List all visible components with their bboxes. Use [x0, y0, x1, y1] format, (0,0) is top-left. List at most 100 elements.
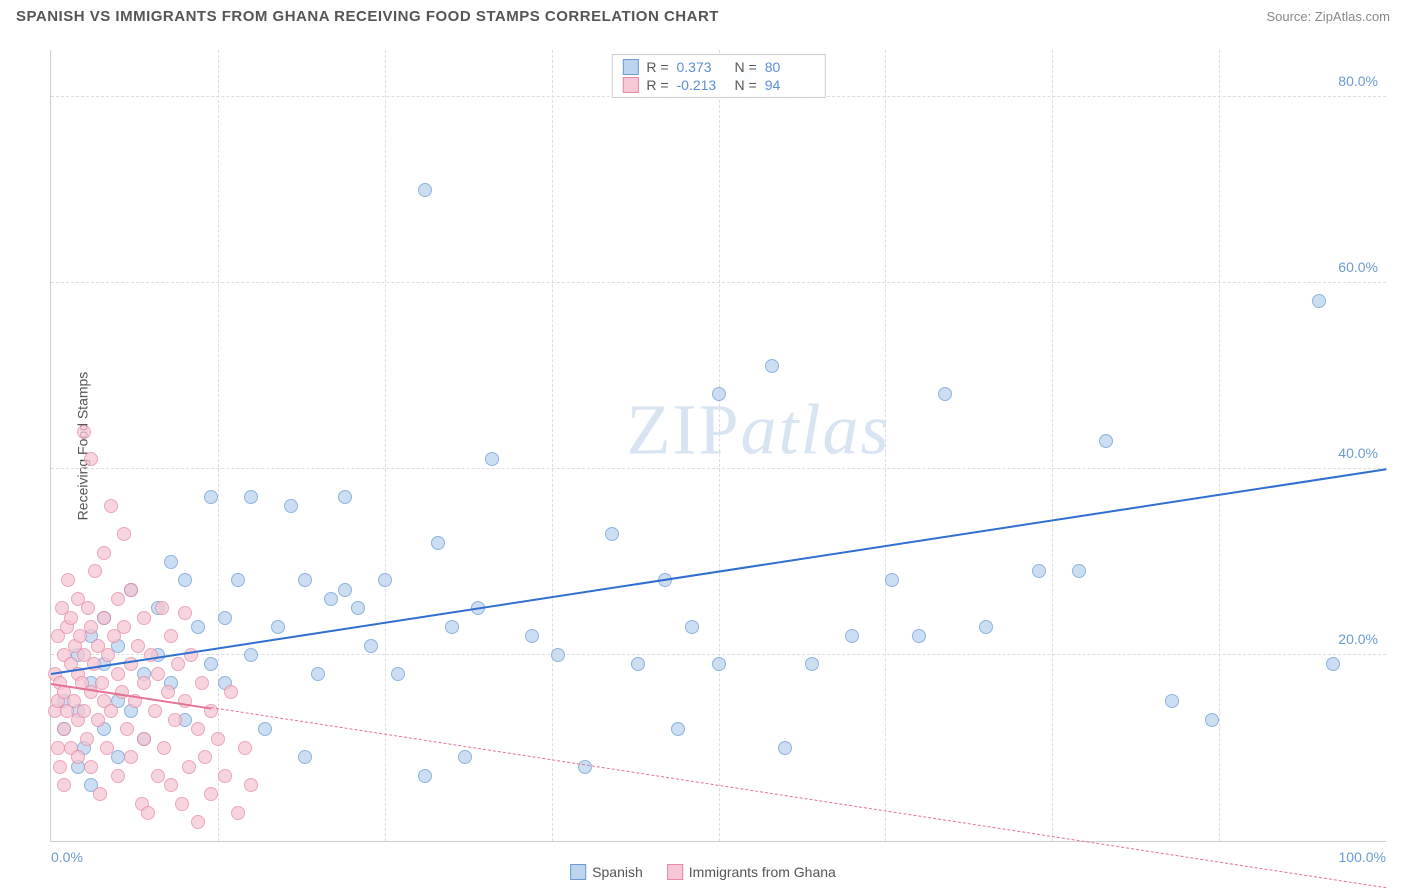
- legend-label: Spanish: [592, 864, 643, 880]
- gridline-vertical: [218, 50, 219, 841]
- data-point-ghana: [80, 732, 94, 746]
- data-point-spanish: [324, 592, 338, 606]
- data-point-spanish: [298, 750, 312, 764]
- data-point-spanish: [525, 629, 539, 643]
- data-point-ghana: [198, 750, 212, 764]
- data-point-spanish: [418, 769, 432, 783]
- data-point-ghana: [117, 527, 131, 541]
- data-point-ghana: [53, 760, 67, 774]
- data-point-spanish: [578, 760, 592, 774]
- data-point-spanish: [271, 620, 285, 634]
- gridline-vertical: [719, 50, 720, 841]
- data-point-spanish: [311, 667, 325, 681]
- data-point-ghana: [171, 657, 185, 671]
- data-point-ghana: [88, 564, 102, 578]
- stats-n-value: 94: [765, 77, 815, 93]
- data-point-ghana: [164, 629, 178, 643]
- data-point-ghana: [84, 452, 98, 466]
- data-point-spanish: [551, 648, 565, 662]
- data-point-spanish: [671, 722, 685, 736]
- data-point-spanish: [378, 573, 392, 587]
- data-point-spanish: [244, 490, 258, 504]
- data-point-ghana: [178, 694, 192, 708]
- data-point-spanish: [1032, 564, 1046, 578]
- data-point-ghana: [71, 750, 85, 764]
- data-point-ghana: [95, 676, 109, 690]
- data-point-spanish: [845, 629, 859, 643]
- data-point-ghana: [161, 685, 175, 699]
- data-point-ghana: [137, 611, 151, 625]
- data-point-spanish: [391, 667, 405, 681]
- legend-item: Spanish: [570, 864, 643, 880]
- data-point-spanish: [164, 555, 178, 569]
- data-point-ghana: [131, 639, 145, 653]
- data-point-ghana: [111, 769, 125, 783]
- legend: Spanish Immigrants from Ghana: [570, 864, 836, 880]
- data-point-ghana: [218, 769, 232, 783]
- legend-swatch: [570, 864, 586, 880]
- data-point-ghana: [64, 611, 78, 625]
- data-point-spanish: [938, 387, 952, 401]
- data-point-spanish: [605, 527, 619, 541]
- data-point-ghana: [51, 741, 65, 755]
- y-tick-label: 40.0%: [1338, 445, 1378, 461]
- stats-n-label: N =: [735, 59, 757, 75]
- data-point-ghana: [141, 806, 155, 820]
- data-point-ghana: [175, 797, 189, 811]
- data-point-ghana: [211, 732, 225, 746]
- data-point-ghana: [104, 499, 118, 513]
- data-point-spanish: [231, 573, 245, 587]
- data-point-ghana: [137, 732, 151, 746]
- data-point-spanish: [445, 620, 459, 634]
- data-point-spanish: [631, 657, 645, 671]
- data-point-spanish: [338, 490, 352, 504]
- y-tick-label: 80.0%: [1338, 73, 1378, 89]
- data-point-spanish: [284, 499, 298, 513]
- watermark-atlas: atlas: [741, 389, 891, 469]
- stats-n-label: N =: [735, 77, 757, 93]
- stats-n-value: 80: [765, 59, 815, 75]
- chart-title: SPANISH VS IMMIGRANTS FROM GHANA RECEIVI…: [16, 8, 719, 25]
- data-point-ghana: [117, 620, 131, 634]
- data-point-ghana: [195, 676, 209, 690]
- y-tick-label: 20.0%: [1338, 631, 1378, 647]
- data-point-spanish: [712, 387, 726, 401]
- data-point-spanish: [258, 722, 272, 736]
- stats-box: R =0.373N =80R =-0.213N =94: [611, 54, 825, 98]
- data-point-spanish: [244, 648, 258, 662]
- watermark: ZIPatlas: [627, 388, 891, 471]
- data-point-ghana: [204, 787, 218, 801]
- stats-swatch: [622, 77, 638, 93]
- data-point-ghana: [157, 741, 171, 755]
- stats-row: R =-0.213N =94: [622, 77, 814, 93]
- gridline-vertical: [885, 50, 886, 841]
- data-point-ghana: [97, 546, 111, 560]
- data-point-ghana: [61, 573, 75, 587]
- data-point-spanish: [191, 620, 205, 634]
- data-point-spanish: [178, 573, 192, 587]
- source-attribution: Source: ZipAtlas.com: [1266, 9, 1390, 24]
- data-point-ghana: [111, 592, 125, 606]
- y-tick-label: 60.0%: [1338, 259, 1378, 275]
- data-point-ghana: [238, 741, 252, 755]
- legend-swatch: [667, 864, 683, 880]
- legend-label: Immigrants from Ghana: [689, 864, 836, 880]
- gridline-vertical: [1219, 50, 1220, 841]
- data-point-ghana: [91, 713, 105, 727]
- data-point-ghana: [124, 583, 138, 597]
- data-point-ghana: [244, 778, 258, 792]
- data-point-ghana: [191, 722, 205, 736]
- stats-r-value: 0.373: [677, 59, 727, 75]
- data-point-ghana: [104, 704, 118, 718]
- data-point-ghana: [168, 713, 182, 727]
- data-point-spanish: [338, 583, 352, 597]
- data-point-spanish: [218, 611, 232, 625]
- data-point-spanish: [1312, 294, 1326, 308]
- gridline-vertical: [1052, 50, 1053, 841]
- data-point-spanish: [204, 657, 218, 671]
- x-tick-label: 0.0%: [51, 849, 83, 865]
- data-point-spanish: [1205, 713, 1219, 727]
- data-point-ghana: [231, 806, 245, 820]
- data-point-ghana: [151, 667, 165, 681]
- data-point-ghana: [151, 769, 165, 783]
